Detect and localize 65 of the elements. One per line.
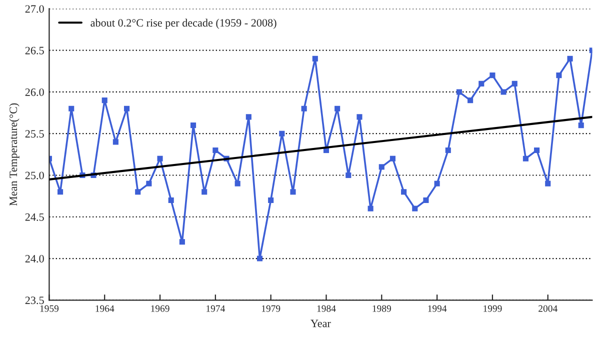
point <box>190 122 196 128</box>
x-tick-label: 1999 <box>484 305 502 312</box>
point <box>445 147 451 154</box>
point <box>279 130 285 136</box>
point <box>124 106 130 112</box>
point <box>58 189 64 195</box>
y-tick-label: 25.5 <box>25 130 44 138</box>
point <box>512 80 518 86</box>
y-tick-label: 25.0 <box>25 172 44 180</box>
x-axis-title: Year <box>310 320 331 328</box>
point <box>500 89 506 95</box>
point <box>68 106 74 112</box>
point <box>234 180 240 186</box>
point <box>412 206 418 212</box>
point <box>468 98 474 104</box>
x-tick-label: 1964 <box>96 305 114 312</box>
x-tick-label: 1974 <box>206 305 225 312</box>
point <box>268 197 274 204</box>
x-tick-label: 2004 <box>538 305 558 312</box>
point <box>545 180 551 186</box>
point <box>135 189 141 195</box>
y-tick-label: 24.0 <box>25 254 44 263</box>
point <box>556 72 562 78</box>
point <box>456 89 462 95</box>
point <box>312 56 318 62</box>
y-tick-label: 27.0 <box>25 5 44 13</box>
x-tick-label: 1984 <box>317 305 336 312</box>
point <box>179 239 185 245</box>
y-tick-label: 23.5 <box>25 296 44 304</box>
y-tick-label: 26.0 <box>25 88 44 96</box>
point <box>146 180 152 186</box>
point <box>346 172 352 178</box>
point <box>401 189 407 195</box>
point <box>522 156 528 162</box>
y-tick-label: 26.5 <box>25 46 44 54</box>
point <box>157 156 163 162</box>
point <box>490 72 496 78</box>
point <box>534 147 540 154</box>
x-tick-label: 1979 <box>262 305 280 312</box>
x-tick-label: 1969 <box>151 305 170 312</box>
legend-label: about 0.2°C rise per decade (1959 - 2008) <box>90 18 276 29</box>
point <box>102 98 108 104</box>
point <box>567 56 573 62</box>
point <box>390 156 396 162</box>
x-tick-label: 1959 <box>40 305 59 312</box>
point <box>168 197 174 204</box>
point <box>434 180 440 186</box>
point <box>478 80 484 86</box>
point <box>256 256 263 262</box>
point <box>202 189 208 195</box>
point <box>212 147 218 154</box>
point <box>246 114 252 120</box>
point <box>334 106 340 112</box>
point <box>356 114 362 120</box>
point <box>290 189 296 195</box>
point <box>578 122 584 128</box>
x-tick-label: 1989 <box>372 305 391 312</box>
point <box>423 197 429 204</box>
y-axis-title: Mean Temperature(°C) <box>9 103 20 206</box>
y-tick-label: 24.5 <box>25 213 44 221</box>
point <box>368 206 374 212</box>
point <box>112 139 118 145</box>
point <box>378 164 384 170</box>
point <box>301 106 307 112</box>
x-tick-label: 1994 <box>428 305 447 312</box>
